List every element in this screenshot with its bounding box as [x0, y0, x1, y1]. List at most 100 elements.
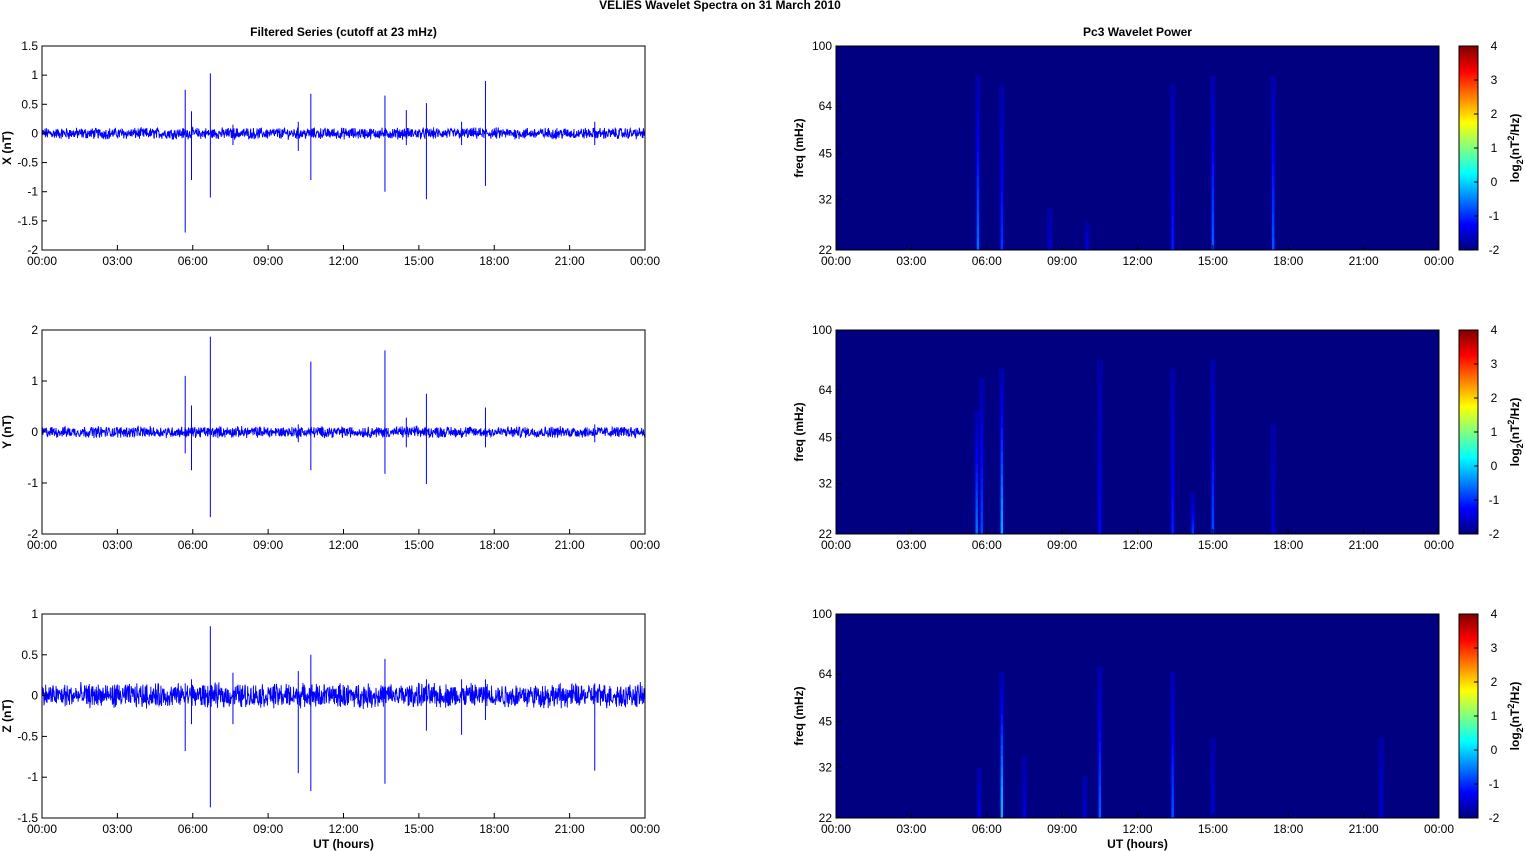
x-tick-label: 18:00: [1273, 254, 1303, 268]
streak-segment: [976, 125, 980, 139]
colorbar-tick-label: 3: [1491, 73, 1498, 87]
streak-segment: [1000, 692, 1004, 704]
colorbar-tick-label: 3: [1491, 641, 1498, 655]
y-tick-label: -1.5: [17, 214, 38, 228]
streak-halo: [1169, 368, 1176, 534]
streak-segment: [1211, 237, 1215, 251]
streak-segment: [1271, 447, 1275, 456]
streak-segment: [1000, 202, 1004, 216]
y-tick-label: 45: [819, 147, 833, 161]
streak-halo: [1189, 492, 1196, 534]
streak-segment: [1211, 88, 1215, 102]
streak-segment: [1000, 734, 1004, 746]
streak-segment: [1048, 247, 1051, 251]
streak-segment: [1000, 392, 1004, 405]
streak-segment: [1271, 76, 1275, 89]
x-tick-label: 00:00: [27, 254, 57, 268]
heatmap-streak: [1096, 665, 1103, 819]
heatmap-streak: [1021, 755, 1028, 819]
x-tick-label: 12:00: [1122, 822, 1152, 836]
streak-segment: [1380, 806, 1383, 813]
streak-segment: [976, 138, 980, 152]
colorbar-tick-label: 2: [1491, 675, 1498, 689]
streak-segment: [1098, 397, 1102, 411]
streak-segment: [1023, 813, 1026, 819]
streak-segment: [1023, 795, 1026, 801]
streak-segment: [1048, 211, 1051, 215]
streak-segment: [980, 500, 983, 513]
colorbar-label: log2(nT2/Hz): [1506, 114, 1525, 183]
streak-segment: [1171, 179, 1174, 192]
streak-segment: [1000, 463, 1004, 476]
streak-segment: [1271, 526, 1275, 535]
streak-segment: [978, 789, 981, 794]
streak-segment: [1171, 451, 1174, 464]
x-tick-label: 06:00: [972, 254, 1002, 268]
streak-segment: [976, 88, 980, 102]
heatmap-streak: [1209, 76, 1216, 251]
x-tick-label: 21:00: [1349, 538, 1379, 552]
colorbar-tick-label: 4: [1491, 607, 1498, 621]
x-tick-label: 18:00: [479, 822, 509, 836]
streak-segment: [1211, 521, 1215, 535]
streak-segment: [1271, 138, 1275, 152]
streak-segment: [1171, 108, 1174, 121]
streak-segment: [1380, 783, 1383, 790]
streak-segment: [1271, 212, 1275, 226]
streak-segment: [975, 419, 978, 429]
streak-segment: [1098, 807, 1102, 819]
y-tick-label: -0.5: [17, 729, 38, 743]
streak-segment: [1098, 731, 1102, 743]
y-tick-label: 1: [31, 68, 38, 82]
series-trace: [42, 681, 645, 710]
streak-segment: [1271, 454, 1275, 464]
colorbar-tick-label: 1: [1491, 425, 1498, 439]
colorbar-label-part: 2: [1506, 136, 1516, 141]
heatmap-streak: [998, 368, 1005, 535]
streak-segment: [1048, 241, 1051, 245]
streak-segment: [1211, 496, 1215, 510]
streak-segment: [1000, 474, 1004, 488]
streak-segment: [1000, 807, 1004, 819]
streak-segment: [1271, 100, 1275, 114]
streak-segment: [1098, 752, 1102, 765]
x-tick-label: 03:00: [896, 822, 926, 836]
streak-segment: [1211, 434, 1215, 448]
streak-segment: [1271, 478, 1275, 488]
streak-segment: [1000, 745, 1004, 756]
streak-segment: [1048, 208, 1051, 212]
streak-segment: [1171, 713, 1174, 725]
streak-segment: [978, 807, 981, 812]
streak-segment: [975, 463, 978, 473]
y-tick-label: 45: [819, 431, 833, 445]
colorbar-tick-label: -1: [1489, 493, 1500, 507]
streak-segment: [1191, 501, 1194, 505]
streak-segment: [1098, 471, 1102, 485]
streak-segment: [1098, 676, 1102, 689]
colorbar-label-part: /Hz): [1508, 682, 1522, 704]
chart-panels: -2 -1.5 -1 -0.5 0 0.5 1 1.5 00:00 03:00 06:00 09:00…: [0, 25, 1525, 851]
streak-segment: [976, 163, 980, 176]
y-tick-label: 1: [31, 607, 38, 621]
colorbar-label-part: 2: [1506, 420, 1516, 425]
streak-segment: [1023, 755, 1026, 761]
streak-segment: [1000, 765, 1004, 777]
streak-segment: [1171, 415, 1174, 429]
streak-segment: [1048, 229, 1051, 233]
x-tick-label: 12:00: [1122, 254, 1152, 268]
streak-segment: [1271, 150, 1275, 164]
streak-segment: [1271, 439, 1275, 448]
streak-segment: [978, 799, 981, 805]
streak-segment: [978, 785, 981, 790]
streak-segment: [975, 472, 978, 482]
streak-segment: [1191, 519, 1194, 523]
x-tick-label: 21:00: [1349, 254, 1379, 268]
streak-halo: [1096, 665, 1103, 818]
streak-segment: [975, 498, 978, 509]
streak-segment: [1000, 786, 1004, 798]
heatmap-streak: [1084, 222, 1091, 251]
streak-segment: [1000, 713, 1004, 725]
colorbar-tick-label: 1: [1491, 709, 1498, 723]
streak-segment: [980, 411, 983, 424]
